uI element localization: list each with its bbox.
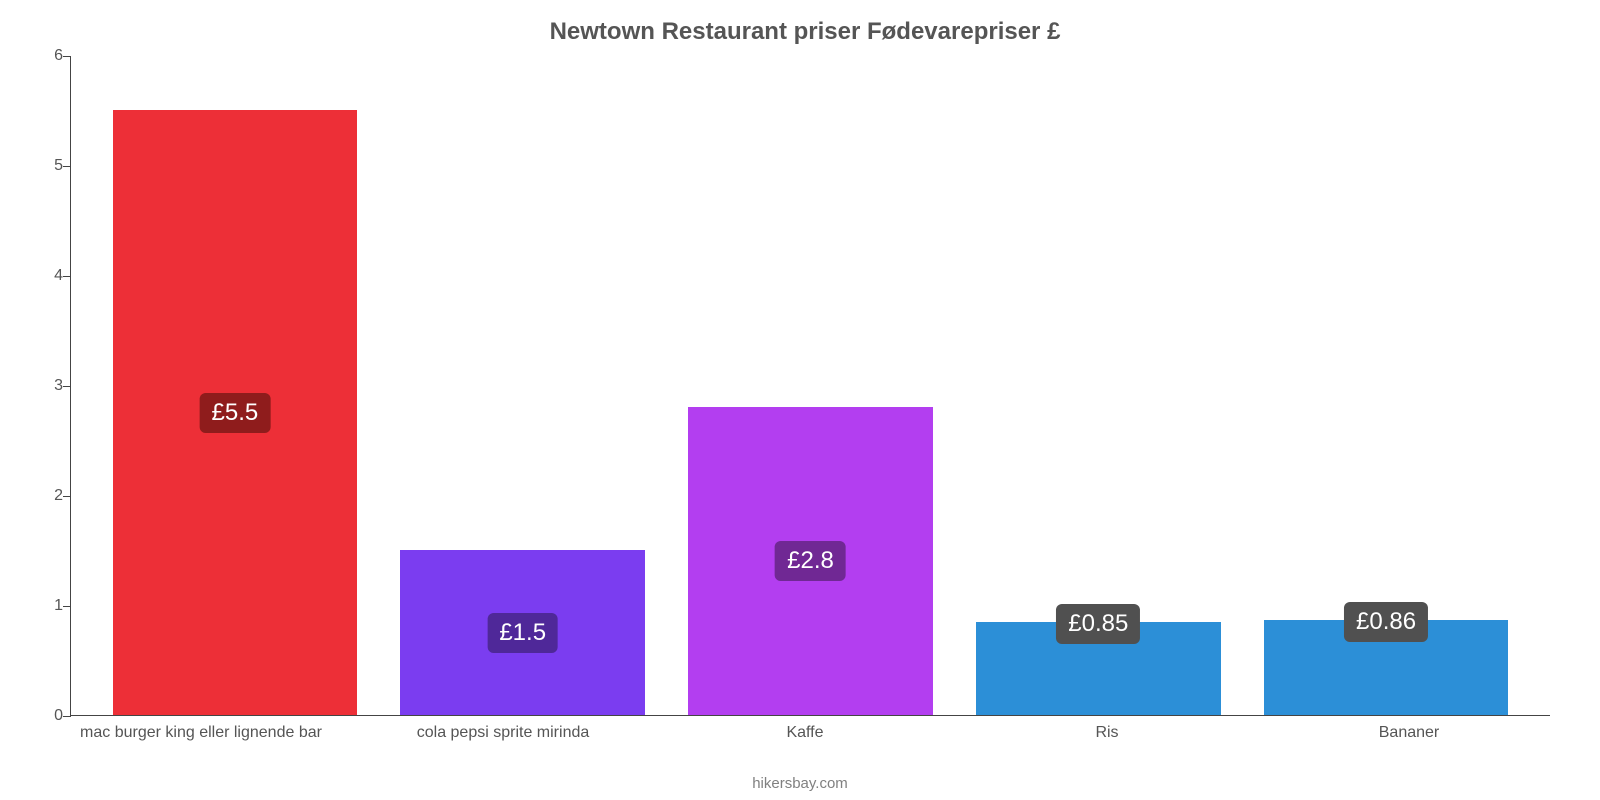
y-tick [63,166,71,167]
bars-group: £5.5 £1.5 £2.8 £0.85 £0.86 [71,56,1550,715]
bar-slot: £5.5 [91,110,379,715]
y-tick-label: 4 [39,267,63,285]
y-tick-label: 2 [39,487,63,505]
y-tick [63,386,71,387]
y-tick [63,276,71,277]
y-tick [63,56,71,57]
plot-area: £5.5£1.5£2.8£0.85£0.86 0123456 [70,56,1550,716]
value-badge: £2.8 [775,541,846,581]
value-badge: £5.5 [200,393,271,433]
x-axis-label: mac burger king eller lignende bar [50,716,352,742]
x-axis-label: Bananer [1258,716,1560,742]
y-tick-label: 5 [39,157,63,175]
y-tick-label: 6 [39,47,63,65]
x-axis-label: Ris [956,716,1258,742]
bar-slot: £0.85 [954,622,1242,716]
chart-title: Newtown Restaurant priser Fødevarepriser… [40,18,1570,46]
bar: £2.8 [688,407,933,715]
bar-slot: £1.5 [379,550,667,715]
x-axis-label: cola pepsi sprite mirinda [352,716,654,742]
x-axis-label: Kaffe [654,716,956,742]
x-axis-labels: mac burger king eller lignende barcola p… [30,716,1580,742]
chart-container: Newtown Restaurant priser Fødevarepriser… [0,0,1600,800]
y-tick [63,606,71,607]
bar: £1.5 [400,550,645,715]
y-tick-label: 3 [39,377,63,395]
bar: £0.85 [976,622,1221,716]
y-tick [63,496,71,497]
value-badge: £0.86 [1344,602,1428,642]
bar: £0.86 [1264,620,1509,715]
y-tick-label: 1 [39,597,63,615]
bar-slot: £0.86 [1242,620,1530,715]
value-badge: £0.85 [1056,604,1140,644]
attribution-text: hikersbay.com [0,775,1600,792]
bar: £5.5 [113,110,358,715]
value-badge: £1.5 [487,613,558,653]
bar-slot: £2.8 [667,407,955,715]
